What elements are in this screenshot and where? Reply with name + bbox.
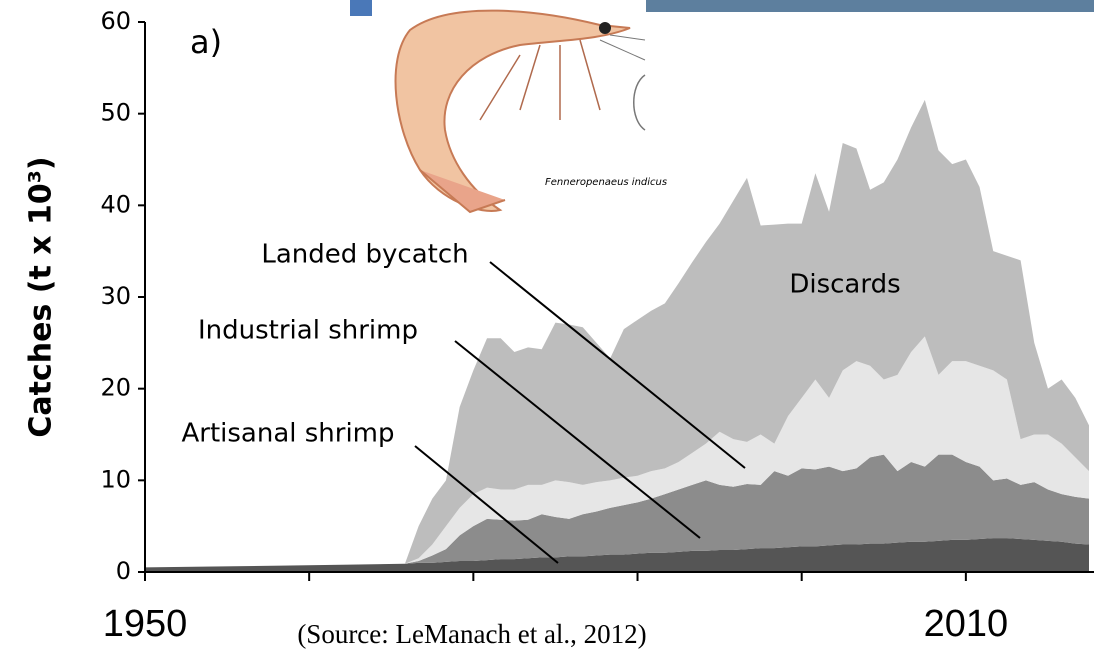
area xyxy=(145,538,1089,572)
photo-strip xyxy=(350,0,372,16)
area xyxy=(145,336,1089,568)
annotation: Landed bycatch xyxy=(261,240,468,270)
annotation: Industrial shrimp xyxy=(198,316,418,346)
y-tick-label: 10 xyxy=(100,465,131,493)
y-axis-label: Catches (t x 10³) xyxy=(24,156,59,437)
y-tick-label: 60 xyxy=(100,7,131,35)
leader-line xyxy=(414,445,559,564)
area xyxy=(145,99,1089,568)
x-tick-label: 2010 xyxy=(924,603,1009,645)
leader-line xyxy=(489,261,746,469)
leader-line xyxy=(454,340,701,539)
annotation: Artisanal shrimp xyxy=(181,419,394,449)
x-tick-label: 1950 xyxy=(103,603,188,645)
annotation: Discards xyxy=(789,270,900,300)
image-caption: Fenneropenaeus indicus xyxy=(545,177,667,188)
photo-strip xyxy=(646,0,1094,12)
source: (Source: LeManach et al., 2012) xyxy=(297,619,646,649)
annotation: a) xyxy=(190,23,222,61)
plot-area xyxy=(145,99,1089,572)
y-tick-label: 30 xyxy=(100,282,131,310)
y-tick-label: 0 xyxy=(116,557,131,585)
shrimp-illustration: Fenneropenaeus indicus xyxy=(372,0,667,215)
y-tick-label: 20 xyxy=(100,374,131,402)
area xyxy=(145,454,1089,568)
y-tick-label: 40 xyxy=(100,190,131,218)
y-tick-label: 50 xyxy=(100,99,131,127)
